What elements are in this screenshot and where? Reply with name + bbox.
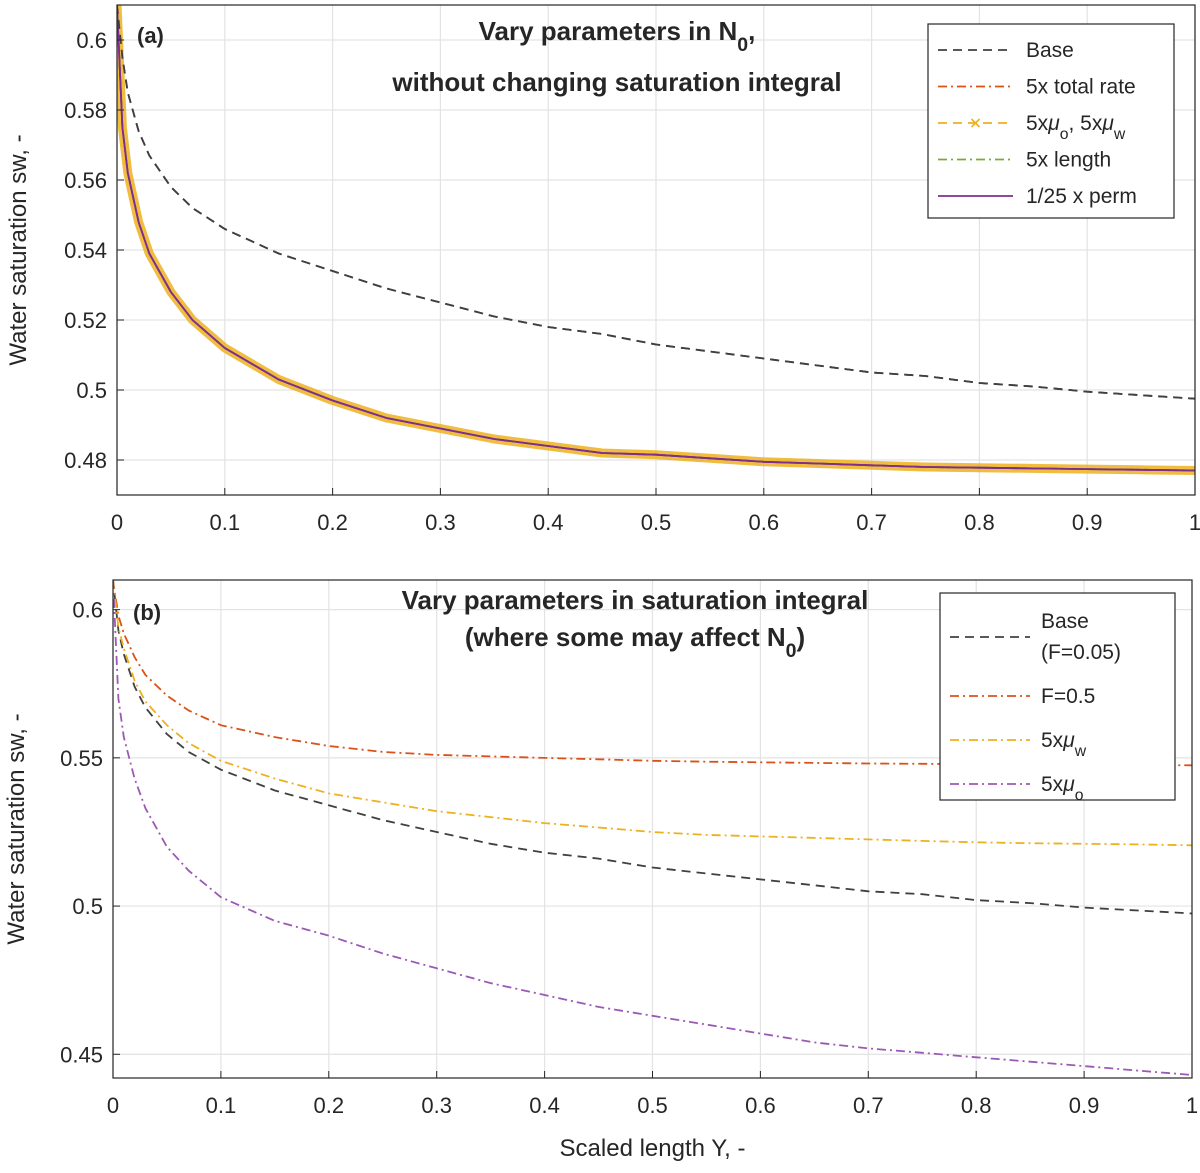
x-tick-label: 0.7 bbox=[856, 510, 887, 535]
x-tick-label: 0.4 bbox=[529, 1093, 560, 1118]
y-axis-label: Water saturation sw, - bbox=[5, 134, 32, 365]
y-tick-label: 0.48 bbox=[64, 448, 107, 473]
series-group bbox=[113, 580, 1192, 1076]
legend-marker-x bbox=[970, 118, 981, 128]
series-line-3 bbox=[113, 580, 1192, 1076]
x-tick-label: 0.8 bbox=[961, 1093, 992, 1118]
series-line-0 bbox=[113, 580, 1192, 915]
x-tick-label: 0 bbox=[111, 510, 123, 535]
x-tick-label: 0.2 bbox=[317, 510, 348, 535]
y-tick-label: 0.5 bbox=[72, 894, 103, 919]
x-tick-label: 0.2 bbox=[314, 1093, 345, 1118]
x-axis-label: Scaled length Y, - bbox=[560, 1135, 746, 1162]
legend-label-3: 5xμo bbox=[1041, 773, 1084, 804]
x-tick-label: 0.4 bbox=[533, 510, 564, 535]
y-tick-label: 0.54 bbox=[64, 238, 107, 263]
x-tick-label: 0.1 bbox=[210, 510, 241, 535]
legend-box bbox=[939, 592, 1176, 801]
x-tick-label: 0.9 bbox=[1072, 510, 1103, 535]
y-tick-label: 0.5 bbox=[76, 378, 107, 403]
y-tick-label: 0.56 bbox=[64, 168, 107, 193]
legend-box bbox=[927, 23, 1175, 219]
chart-title-line-2: (where some may affect N0) bbox=[465, 622, 805, 662]
x-tick-label: 0.1 bbox=[206, 1093, 237, 1118]
legend-label-2: 5xμo, 5xμw bbox=[1026, 112, 1126, 143]
y-tick-label: 0.6 bbox=[72, 598, 103, 623]
x-tick-label: 0.3 bbox=[425, 510, 456, 535]
legend: Base (F=0.05) F=0.5 5xμw 5xμo bbox=[939, 592, 1176, 804]
y-axis-label: Water saturation sw, - bbox=[3, 713, 30, 944]
x-tick-label: 0.3 bbox=[421, 1093, 452, 1118]
chart-title-line-1: Vary parameters in saturation integral bbox=[402, 585, 869, 615]
x-tick-label: 0.8 bbox=[964, 510, 995, 535]
legend-label-4: 1/25 x perm bbox=[1026, 185, 1137, 208]
series-line-overlay-0 bbox=[117, 5, 1195, 400]
y-tick-label: 0.55 bbox=[60, 746, 103, 771]
x-tick-label: 0.7 bbox=[853, 1093, 884, 1118]
y-tick-label: 0.6 bbox=[76, 28, 107, 53]
chart-title-line-1: Vary parameters in N0, bbox=[479, 16, 756, 56]
y-tick-label: 0.45 bbox=[60, 1042, 103, 1067]
legend-label-0: Base bbox=[1041, 610, 1089, 633]
legend-label-0: Base bbox=[1026, 39, 1074, 62]
x-tick-label: 0.9 bbox=[1069, 1093, 1100, 1118]
legend-label-2: 5xμw bbox=[1041, 729, 1087, 760]
legend-label-0: (F=0.05) bbox=[1041, 641, 1121, 664]
series-line-overlay-4 bbox=[117, 5, 1195, 472]
panel-label: (b) bbox=[133, 600, 161, 625]
panel-b: 0 0.1 0.2 0.3 0.4 0.5 0.6 0.7 0.8 0.9 1 0.45 0.5 0.55… bbox=[3, 579, 1198, 1162]
panel-label: (a) bbox=[137, 23, 164, 48]
x-tick-label: 0.6 bbox=[749, 510, 780, 535]
x-tick-label: 0.5 bbox=[641, 510, 672, 535]
x-tick-label: 1 bbox=[1189, 510, 1200, 535]
x-tick-label: 0.5 bbox=[637, 1093, 668, 1118]
x-tick-label: 0.6 bbox=[745, 1093, 776, 1118]
series-group bbox=[117, 5, 1195, 475]
chart-title-line-2: without changing saturation integral bbox=[391, 67, 841, 97]
y-tick-label: 0.52 bbox=[64, 308, 107, 333]
series-line-2 bbox=[113, 580, 1192, 847]
panel-a: 0 0.1 0.2 0.3 0.4 0.5 0.6 0.7 0.8 0.9 1 0.48 0.5 0.52… bbox=[5, 4, 1200, 535]
legend: Base 5x total rate 5xμo, 5xμw 5x length 1/25… bbox=[927, 23, 1175, 219]
legend-label-3: 5x length bbox=[1026, 149, 1111, 172]
y-tick-label: 0.58 bbox=[64, 98, 107, 123]
legend-label-1: 5x total rate bbox=[1026, 76, 1136, 99]
x-tick-label: 1 bbox=[1186, 1093, 1198, 1118]
legend-label-1: F=0.5 bbox=[1041, 685, 1095, 708]
x-tick-label: 0 bbox=[107, 1093, 119, 1118]
